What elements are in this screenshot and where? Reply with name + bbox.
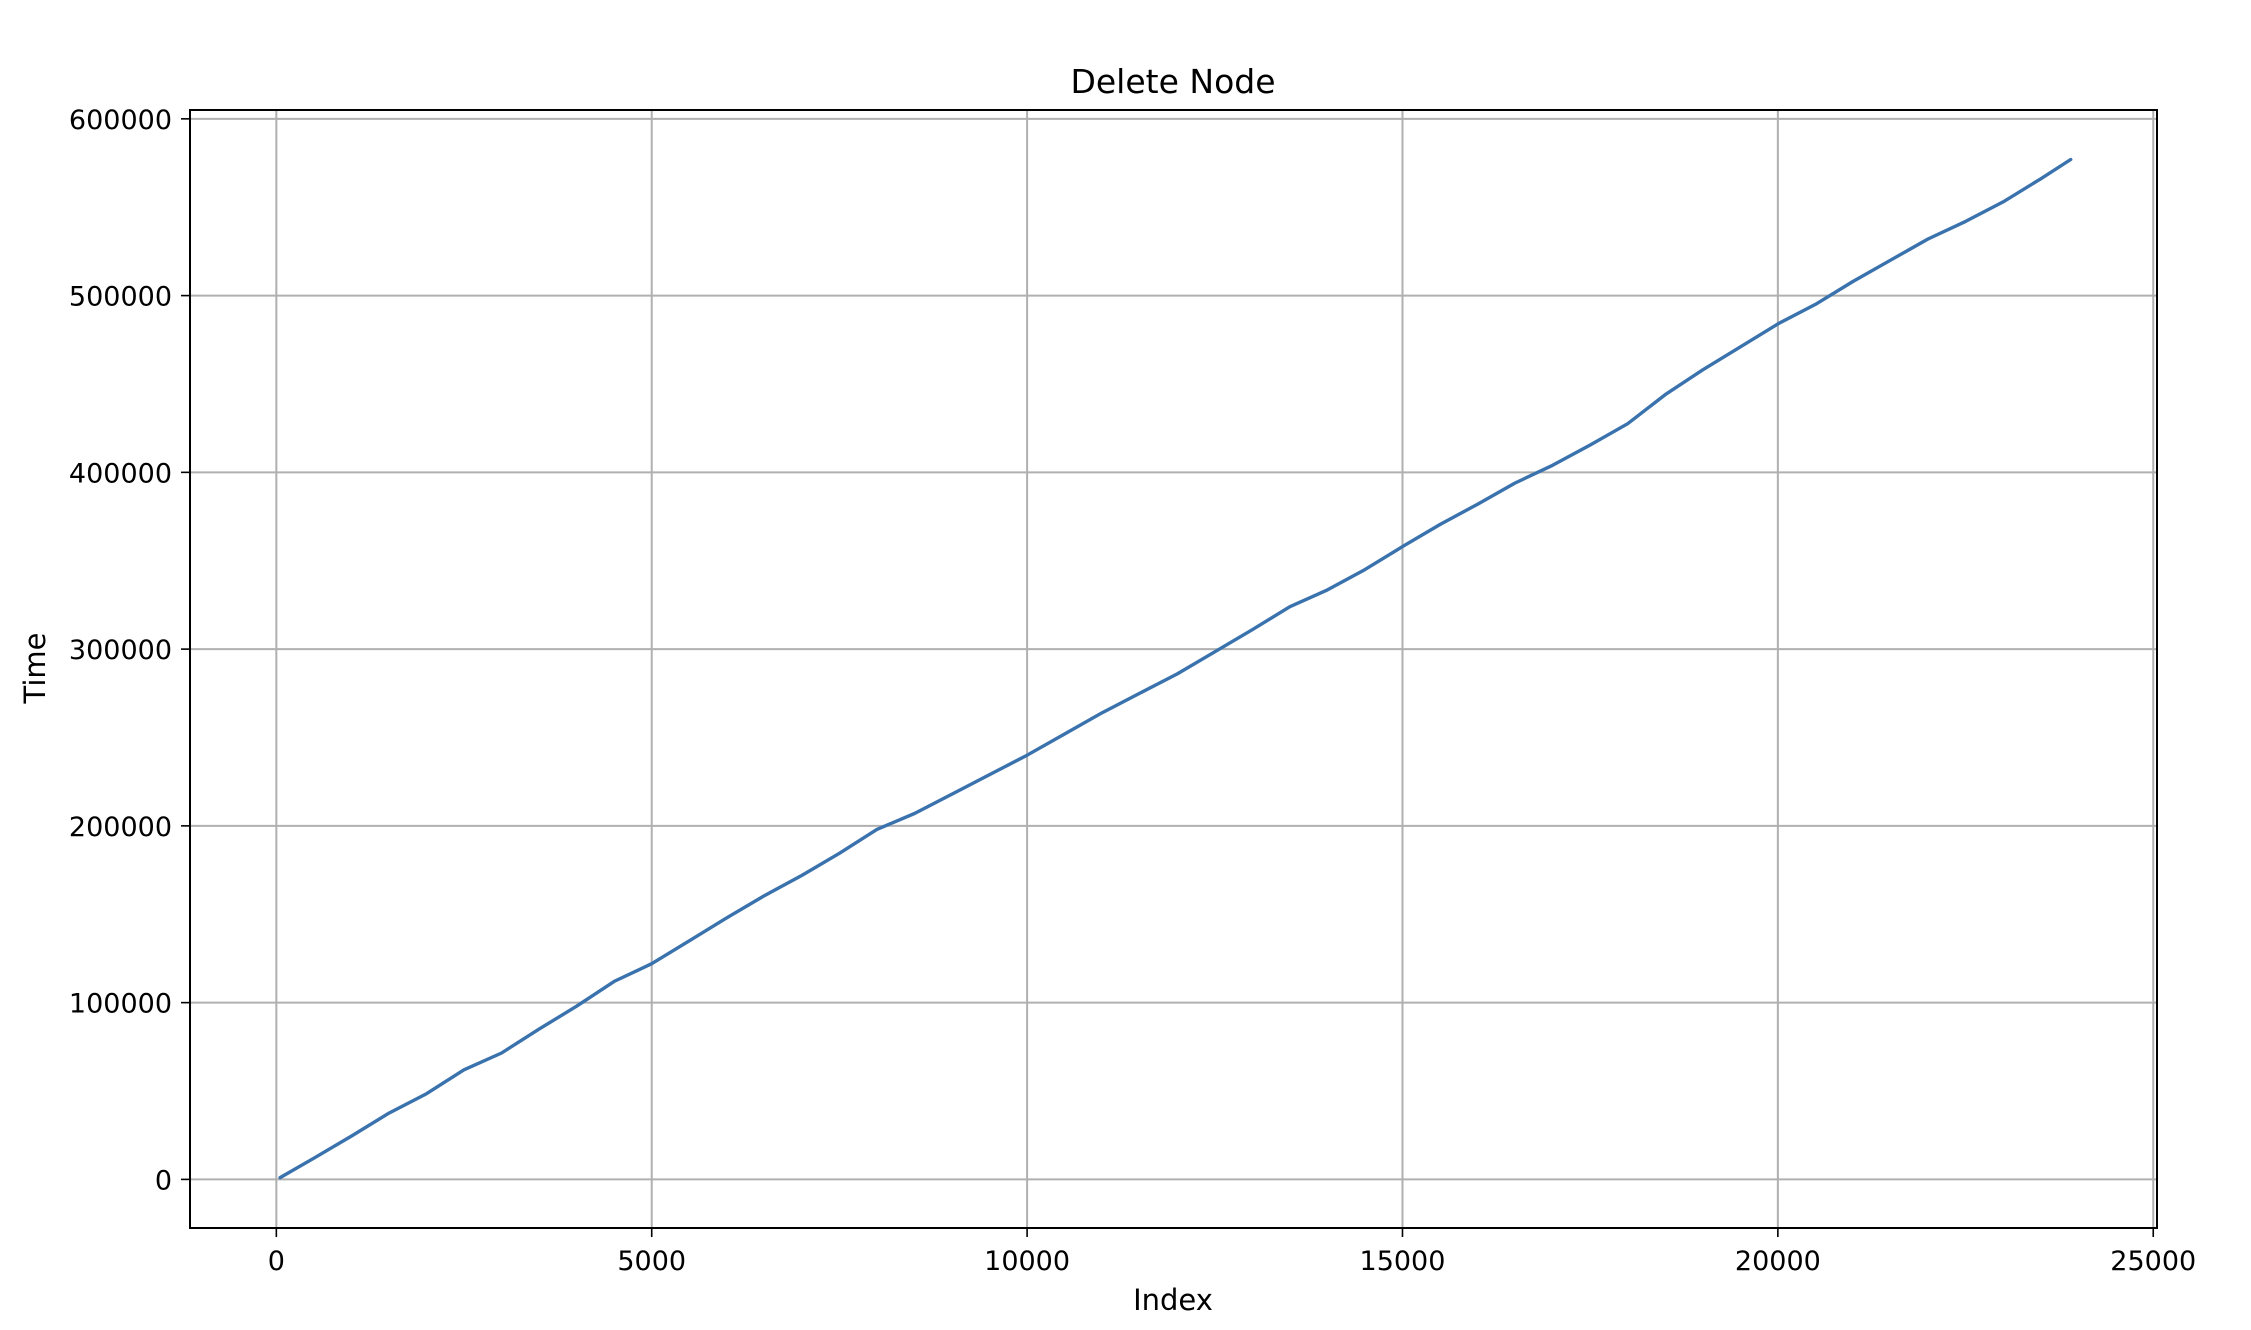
x-axis-ticks: 0 5000 10000 15000 20000 25000 [268, 1228, 2196, 1277]
y-tick-label: 100000 [69, 989, 172, 1020]
y-tick-label: 600000 [69, 105, 172, 136]
y-axis-ticks: 0 100000 200000 300000 400000 500000 600000 [69, 105, 190, 1196]
y-tick-label: 200000 [69, 812, 172, 843]
y-tick-label: 400000 [69, 458, 172, 489]
x-tick-label: 15000 [1360, 1246, 1446, 1277]
x-tick-label: 25000 [2110, 1246, 2196, 1277]
x-tick-label: 10000 [984, 1246, 1070, 1277]
plot-frame [189, 109, 2158, 1229]
series-line [278, 157, 2073, 1180]
x-tick-label: 5000 [617, 1246, 686, 1277]
y-tick-label: 0 [155, 1165, 172, 1196]
x-tick-label: 20000 [1735, 1246, 1821, 1277]
grid-lines [190, 110, 2157, 1228]
x-tick-label: 0 [268, 1246, 285, 1277]
y-tick-label: 500000 [69, 282, 172, 313]
series-group [278, 157, 2073, 1180]
x-axis-label: Index [1133, 1283, 1213, 1317]
chart-title: Delete Node [1070, 62, 1275, 101]
y-axis-label: Time [18, 633, 52, 705]
y-tick-label: 300000 [69, 635, 172, 666]
